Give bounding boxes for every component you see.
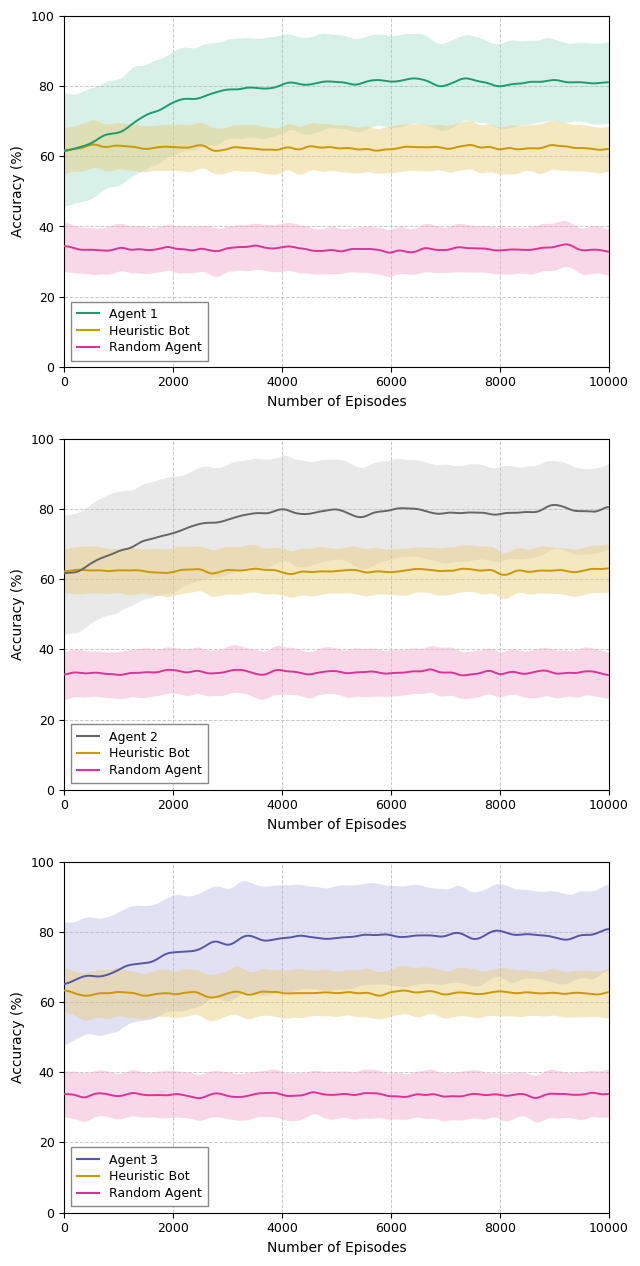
- Legend: Agent 3, Heuristic Bot, Random Agent: Agent 3, Heuristic Bot, Random Agent: [70, 1147, 209, 1206]
- X-axis label: Number of Episodes: Number of Episodes: [267, 1241, 406, 1255]
- Y-axis label: Accuracy (%): Accuracy (%): [11, 146, 25, 237]
- Y-axis label: Accuracy (%): Accuracy (%): [11, 568, 25, 661]
- X-axis label: Number of Episodes: Number of Episodes: [267, 818, 406, 832]
- Legend: Agent 2, Heuristic Bot, Random Agent: Agent 2, Heuristic Bot, Random Agent: [70, 724, 209, 784]
- Legend: Agent 1, Heuristic Bot, Random Agent: Agent 1, Heuristic Bot, Random Agent: [70, 301, 209, 361]
- X-axis label: Number of Episodes: Number of Episodes: [267, 395, 406, 409]
- Y-axis label: Accuracy (%): Accuracy (%): [11, 991, 25, 1084]
